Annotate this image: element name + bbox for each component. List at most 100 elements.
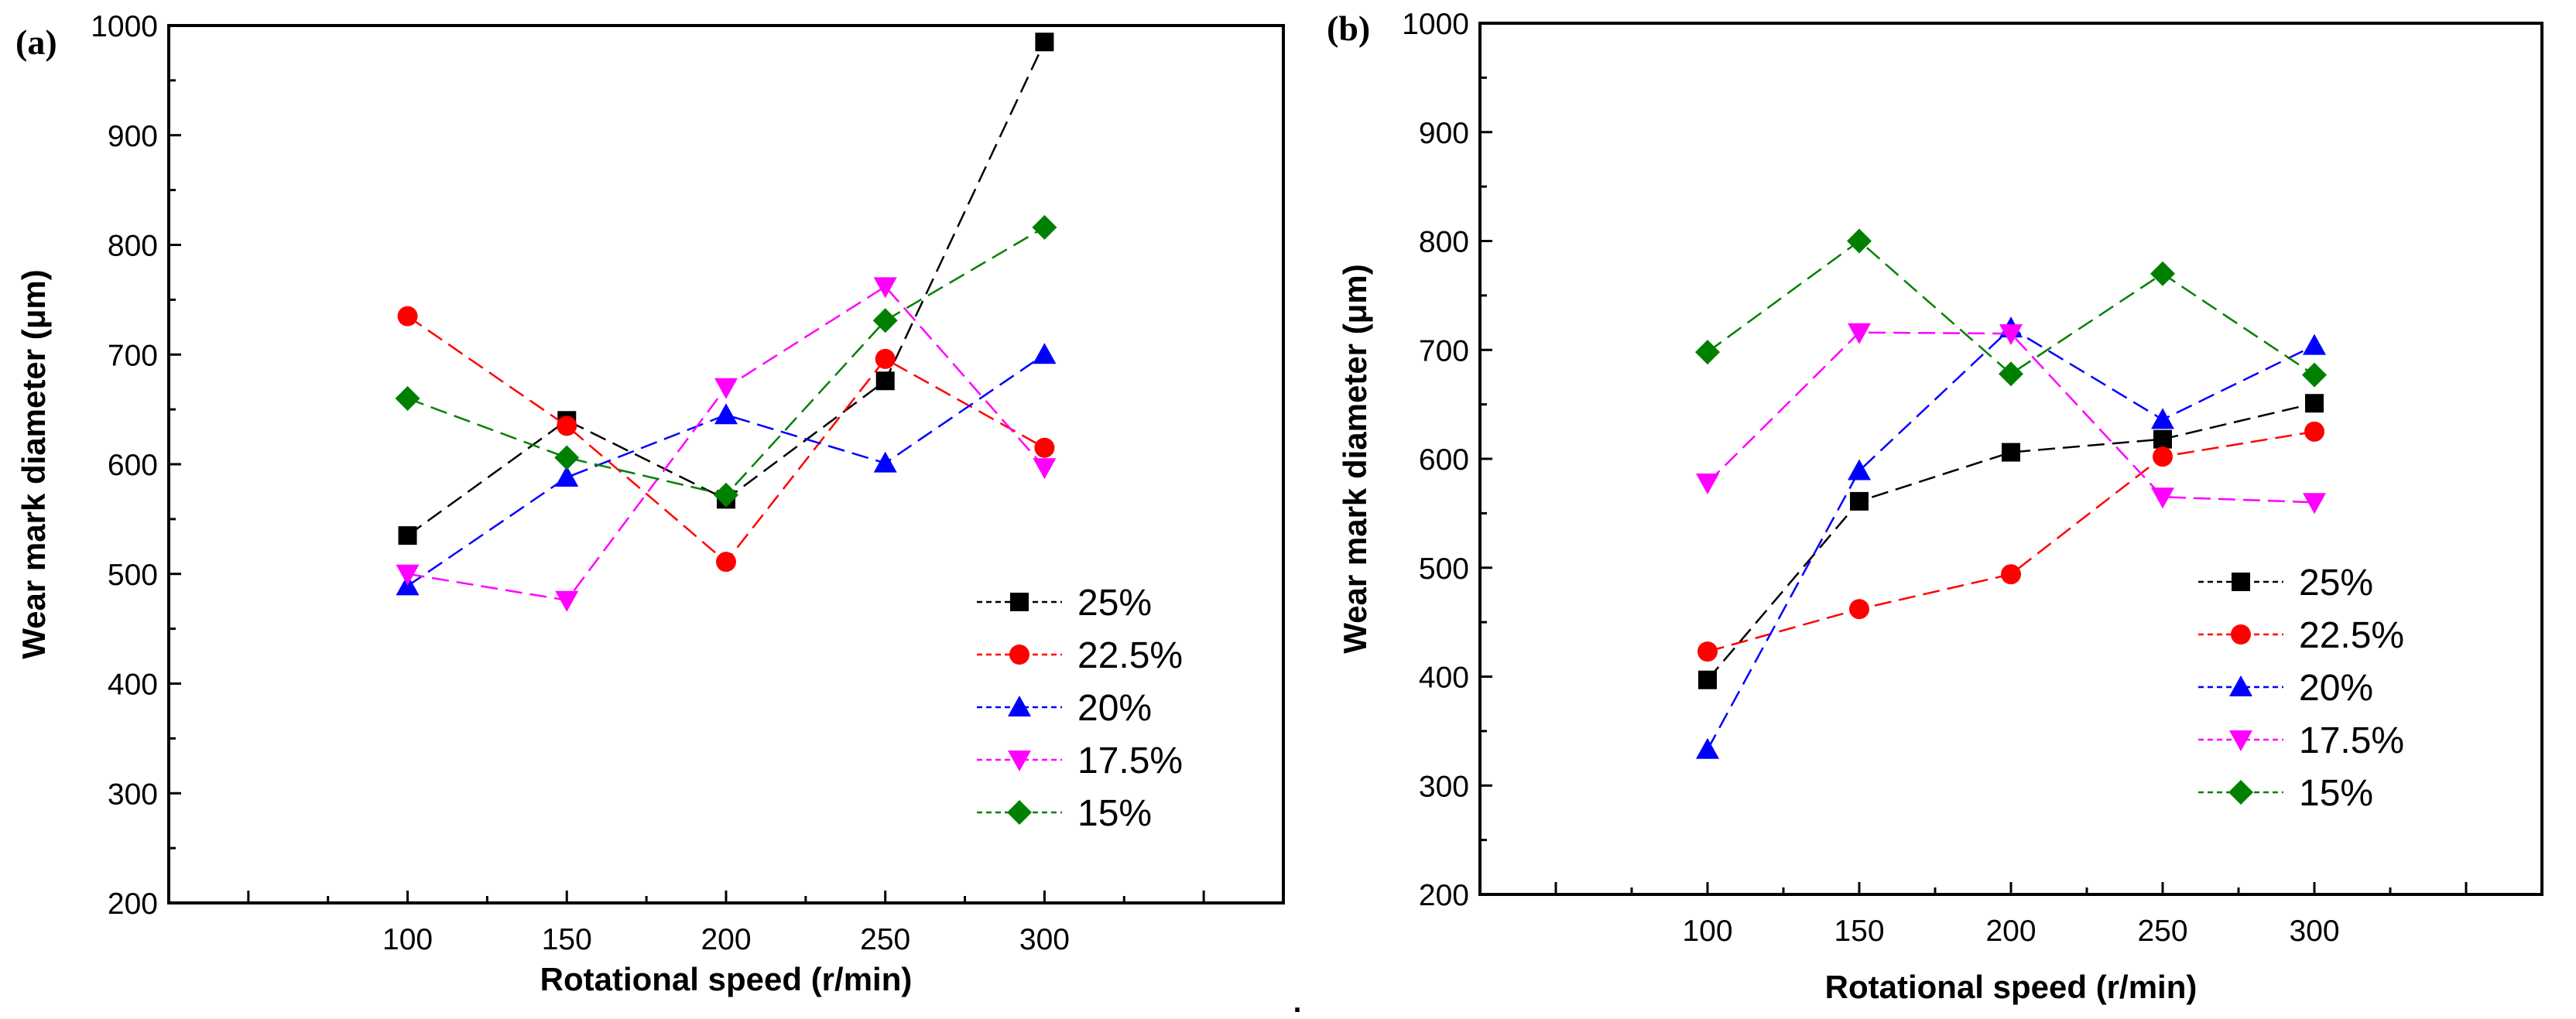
panel-a-series-25pct bbox=[398, 32, 1054, 545]
panel-a-x-axis-title: Rotational speed (r/min) bbox=[540, 961, 913, 997]
panel-b-line-22-5pct bbox=[1707, 430, 2315, 653]
panel-a-chart: 200 300 400 500 600 700 800 900 1000 100 150 200 250… bbox=[15, 10, 1285, 997]
panel-b-point-25pct bbox=[2002, 443, 2020, 462]
panel-a-line-22-5pct bbox=[406, 315, 1046, 563]
panel-b-y-tick-label: 700 bbox=[1419, 334, 1469, 368]
panel-b-legend: 25% 22.5% 20% 17.5% 15% bbox=[2198, 563, 2404, 814]
panel-a-y-tick-label: 300 bbox=[108, 778, 158, 811]
panel-b-point-22-5pct bbox=[2153, 446, 2173, 467]
panel-a-series-22-5pct bbox=[397, 306, 1055, 573]
panel-a-point-20pct bbox=[873, 451, 897, 473]
panel-b-point-25pct bbox=[1850, 491, 1869, 511]
panel-a-point-17-5pct bbox=[714, 378, 738, 399]
panel-a-legend-label-22-5pct: 22.5% bbox=[1077, 635, 1183, 676]
panel-a-line-25pct bbox=[406, 41, 1046, 537]
panel-b-point-20pct bbox=[2303, 333, 2326, 355]
panel-b-point-15pct bbox=[1847, 228, 1872, 254]
panel-b-legend-label-15pct: 15% bbox=[2299, 773, 2373, 814]
panel-b-point-22-5pct bbox=[2304, 421, 2324, 442]
panel-b-series-17-5pct bbox=[1696, 323, 2326, 515]
panel-a-line-20pct bbox=[406, 354, 1046, 587]
panel-a-x-tick-label: 100 bbox=[382, 923, 433, 956]
panel-b-legend-label-17-5pct: 17.5% bbox=[2299, 720, 2404, 761]
panel-b-x-tick-label: 200 bbox=[1985, 915, 2036, 948]
panel-a-series-17-5pct bbox=[396, 277, 1057, 612]
panel-b-legend-marker-25pct bbox=[2232, 573, 2250, 591]
panel-b-point-20pct bbox=[2151, 408, 2174, 429]
panel-a-x-tick-label: 250 bbox=[860, 923, 910, 956]
panel-b-point-20pct bbox=[1848, 459, 1871, 480]
panel-b-point-25pct bbox=[2305, 394, 2324, 413]
panel-a-point-17-5pct bbox=[1033, 458, 1057, 480]
panel-b-legend-marker-15pct bbox=[2228, 780, 2253, 805]
panel-a-x-tick-label: 300 bbox=[1019, 923, 1070, 956]
panel-b-legend-marker-17-5pct bbox=[2229, 730, 2252, 751]
panel-b-series-25pct bbox=[1698, 394, 2324, 689]
panel-b-point-17-5pct bbox=[2303, 493, 2326, 515]
panel-a-legend-label-20pct: 20% bbox=[1077, 688, 1152, 729]
panel-b-point-17-5pct bbox=[2151, 487, 2174, 509]
panel-a-point-15pct bbox=[554, 445, 580, 470]
panel-a-legend-marker-25pct bbox=[1010, 593, 1029, 611]
panel-a-y-tick-label: 700 bbox=[108, 339, 158, 372]
panel-a-label: (a) bbox=[15, 22, 57, 62]
panel-b-label: (b) bbox=[1327, 9, 1370, 48]
panel-a-point-15pct bbox=[395, 385, 420, 411]
panel-b-point-17-5pct bbox=[1999, 324, 2023, 346]
panel-b-point-15pct bbox=[1999, 361, 2023, 387]
panel-b-line-15pct bbox=[1707, 239, 2315, 376]
panel-b-x-tick-label: 250 bbox=[2137, 915, 2187, 948]
panel-a-series-15pct bbox=[395, 214, 1057, 508]
panel-a-point-22-5pct bbox=[716, 552, 736, 573]
panel-a-x-tick-label: 150 bbox=[542, 923, 592, 956]
panel-b-x-tick-label: 100 bbox=[1682, 915, 1732, 948]
panel-a-line-15pct bbox=[407, 226, 1046, 497]
panel-a-point-22-5pct bbox=[875, 348, 896, 369]
panel-a-point-17-5pct bbox=[555, 590, 579, 612]
panel-b-line-25pct bbox=[1707, 402, 2315, 681]
panel-b-point-15pct bbox=[2302, 362, 2327, 388]
panel-a-point-22-5pct bbox=[557, 415, 577, 436]
panel-a-legend-label-25pct: 25% bbox=[1077, 583, 1152, 624]
panel-b-x-axis-title: Rotational speed (r/min) bbox=[1825, 969, 2197, 1005]
panel-a-point-15pct bbox=[714, 482, 738, 508]
panel-a-point-22-5pct bbox=[1034, 437, 1055, 458]
panel-a-y-tick-label: 200 bbox=[108, 887, 158, 921]
panel-b-y-tick-label: 400 bbox=[1419, 662, 1469, 695]
panel-b-point-20pct bbox=[1696, 737, 1719, 759]
panel-a-point-25pct bbox=[398, 526, 417, 545]
panel-a-point-25pct bbox=[875, 371, 895, 391]
figure-separator: . bbox=[1293, 986, 1302, 1019]
panel-b-y-tick-label: 1000 bbox=[1402, 8, 1469, 41]
panel-a-y-tick-label: 500 bbox=[108, 559, 158, 592]
panel-b-point-17-5pct bbox=[1848, 323, 1871, 344]
panel-b-line-17-5pct bbox=[1707, 331, 2315, 504]
panel-b-point-15pct bbox=[1695, 340, 1720, 365]
panel-a-point-17-5pct bbox=[873, 277, 897, 299]
panel-b-series-15pct bbox=[1695, 228, 2327, 388]
panel-a-point-20pct bbox=[1033, 343, 1057, 364]
panel-a-y-tick-label: 800 bbox=[108, 230, 158, 263]
panel-b-y-tick-label: 900 bbox=[1419, 117, 1469, 150]
panel-b-legend-marker-20pct bbox=[2229, 675, 2252, 696]
panel-a-point-25pct bbox=[1035, 32, 1054, 52]
panel-b-y-tick-label: 800 bbox=[1419, 226, 1469, 259]
panel-b-y-axis-title: Wear mark diameter (μm) bbox=[1337, 264, 1373, 653]
panel-b-legend-label-20pct: 20% bbox=[2299, 668, 2373, 709]
panel-a-y-tick-label: 400 bbox=[108, 669, 158, 702]
panel-b-chart: 200 300 400 500 600 700 800 900 1000 100 150 200 250… bbox=[1327, 8, 2543, 1005]
panel-a-legend-marker-20pct bbox=[1008, 696, 1031, 716]
panel-a-point-15pct bbox=[1032, 214, 1057, 240]
panel-a-legend-label-15pct: 15% bbox=[1077, 793, 1152, 834]
panel-a-y-axis-title: Wear mark diameter (μm) bbox=[15, 269, 52, 658]
panel-a-legend-marker-17-5pct bbox=[1008, 751, 1031, 771]
panel-b-y-tick-label: 200 bbox=[1419, 879, 1469, 912]
panel-a-legend-marker-22-5pct bbox=[1009, 645, 1029, 665]
panel-b-legend-label-25pct: 25% bbox=[2299, 563, 2373, 604]
panel-a-y-tick-label: 900 bbox=[108, 120, 158, 153]
panel-b-point-15pct bbox=[2150, 261, 2175, 286]
panel-b-point-22-5pct bbox=[2001, 564, 2021, 585]
panel-a-legend-marker-15pct bbox=[1007, 800, 1032, 825]
panel-a-point-15pct bbox=[872, 308, 898, 333]
